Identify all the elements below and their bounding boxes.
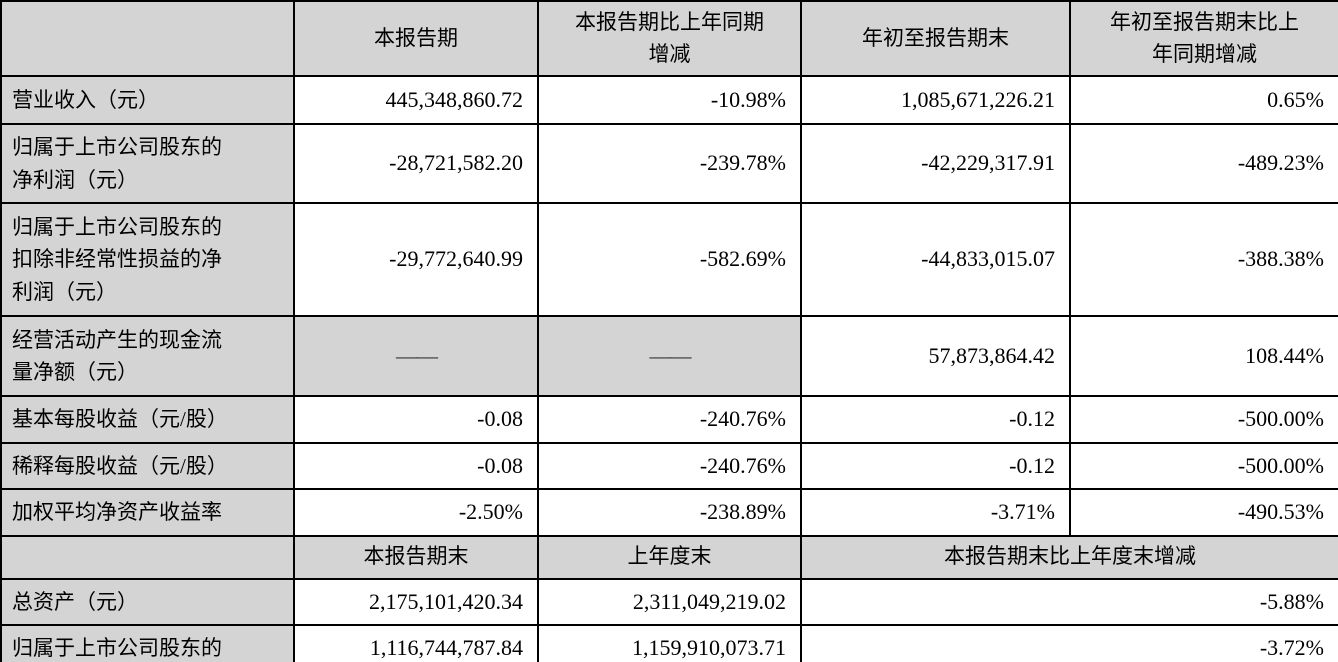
cell-current-change: -10.98% xyxy=(537,75,802,125)
cell-current-change: -582.69% xyxy=(537,202,802,318)
cell-ytd-change: -388.38% xyxy=(1069,202,1338,318)
header-blank-cell xyxy=(0,0,295,77)
row-label: 加权平均净资产收益率 xyxy=(0,488,295,537)
table-row: 稀释每股收益（元/股） -0.08 -240.76% -0.12 -500.00… xyxy=(0,441,1338,491)
cell-current: -28,721,582.20 xyxy=(293,122,539,205)
table-row: 归属于上市公司股东的扣除非经常性损益的净利润（元） -29,772,640.99… xyxy=(0,202,1338,318)
header-ytd: 年初至报告期末 xyxy=(800,0,1071,77)
cell-ytd: -44,833,015.07 xyxy=(800,202,1071,318)
header-current-period-change: 本报告期比上年同期增减 xyxy=(537,0,802,77)
cell-ytd-change: 0.65% xyxy=(1069,75,1338,125)
row-label: 总资产（元） xyxy=(0,577,295,627)
row-label: 基本每股收益（元/股） xyxy=(0,395,295,444)
cell-current-change: -238.89% xyxy=(537,488,802,537)
cell-current-change: -239.78% xyxy=(537,122,802,205)
cell-current: 445,348,860.72 xyxy=(293,75,539,125)
table-row: 总资产（元） 2,175,101,420.34 2,311,049,219.02… xyxy=(0,577,1338,627)
cell-current-change: -240.76% xyxy=(537,395,802,444)
row-label: 归属于上市公司股东的净利润（元） xyxy=(0,122,295,205)
table-row: 加权平均净资产收益率 -2.50% -238.89% -3.71% -490.5… xyxy=(0,488,1338,537)
subheader-period-end-change: 本报告期末比上年度末增减 xyxy=(800,534,1338,580)
cell-end-current: 2,175,101,420.34 xyxy=(293,577,539,627)
cell-current: -0.08 xyxy=(293,395,539,444)
cell-ytd-change: -500.00% xyxy=(1069,441,1338,491)
cell-ytd: -0.12 xyxy=(800,395,1071,444)
table-row: 归属于上市公司股东的净利润（元） -28,721,582.20 -239.78%… xyxy=(0,122,1338,205)
row-label: 营业收入（元） xyxy=(0,75,295,125)
cell-ytd-change: -500.00% xyxy=(1069,395,1338,444)
header-ytd-change: 年初至报告期末比上年同期增减 xyxy=(1069,0,1338,77)
table-row: 归属于上市公司股东的 1,116,744,787.84 1,159,910,07… xyxy=(0,624,1338,662)
cell-ytd: -42,229,317.91 xyxy=(800,122,1071,205)
table-row: 营业收入（元） 445,348,860.72 -10.98% 1,085,671… xyxy=(0,75,1338,125)
cell-ytd: -0.12 xyxy=(800,441,1071,491)
cell-end-current: 1,116,744,787.84 xyxy=(293,624,539,662)
subheader-row: 本报告期末 上年度末 本报告期末比上年度末增减 xyxy=(0,534,1338,580)
cell-ytd: -3.71% xyxy=(800,488,1071,537)
cell-ytd-change: -489.23% xyxy=(1069,122,1338,205)
cell-ytd-change: 108.44% xyxy=(1069,315,1338,398)
cell-end-prev: 1,159,910,073.71 xyxy=(537,624,802,662)
header-row: 本报告期 本报告期比上年同期增减 年初至报告期末 年初至报告期末比上年同期增减 xyxy=(0,0,1338,77)
cell-current-dash: —— xyxy=(293,315,539,398)
table-row: 经营活动产生的现金流量净额（元） —— —— 57,873,864.42 108… xyxy=(0,315,1338,398)
row-label: 归属于上市公司股东的扣除非经常性损益的净利润（元） xyxy=(0,202,295,318)
row-label: 经营活动产生的现金流量净额（元） xyxy=(0,315,295,398)
cell-current: -0.08 xyxy=(293,441,539,491)
subheader-prev-year-end: 上年度末 xyxy=(537,534,802,580)
table-row: 基本每股收益（元/股） -0.08 -240.76% -0.12 -500.00… xyxy=(0,395,1338,444)
cell-end-change: -5.88% xyxy=(800,577,1338,627)
cell-ytd: 57,873,864.42 xyxy=(800,315,1071,398)
subheader-blank-cell xyxy=(0,534,295,580)
cell-current: -29,772,640.99 xyxy=(293,202,539,318)
cell-end-prev: 2,311,049,219.02 xyxy=(537,577,802,627)
cell-current-change-dash: —— xyxy=(537,315,802,398)
subheader-period-end: 本报告期末 xyxy=(293,534,539,580)
row-label: 稀释每股收益（元/股） xyxy=(0,441,295,491)
row-label: 归属于上市公司股东的 xyxy=(0,624,295,662)
header-current-period: 本报告期 xyxy=(293,0,539,77)
cell-end-change: -3.72% xyxy=(800,624,1338,662)
cell-ytd: 1,085,671,226.21 xyxy=(800,75,1071,125)
cell-current: -2.50% xyxy=(293,488,539,537)
cell-current-change: -240.76% xyxy=(537,441,802,491)
cell-ytd-change: -490.53% xyxy=(1069,488,1338,537)
